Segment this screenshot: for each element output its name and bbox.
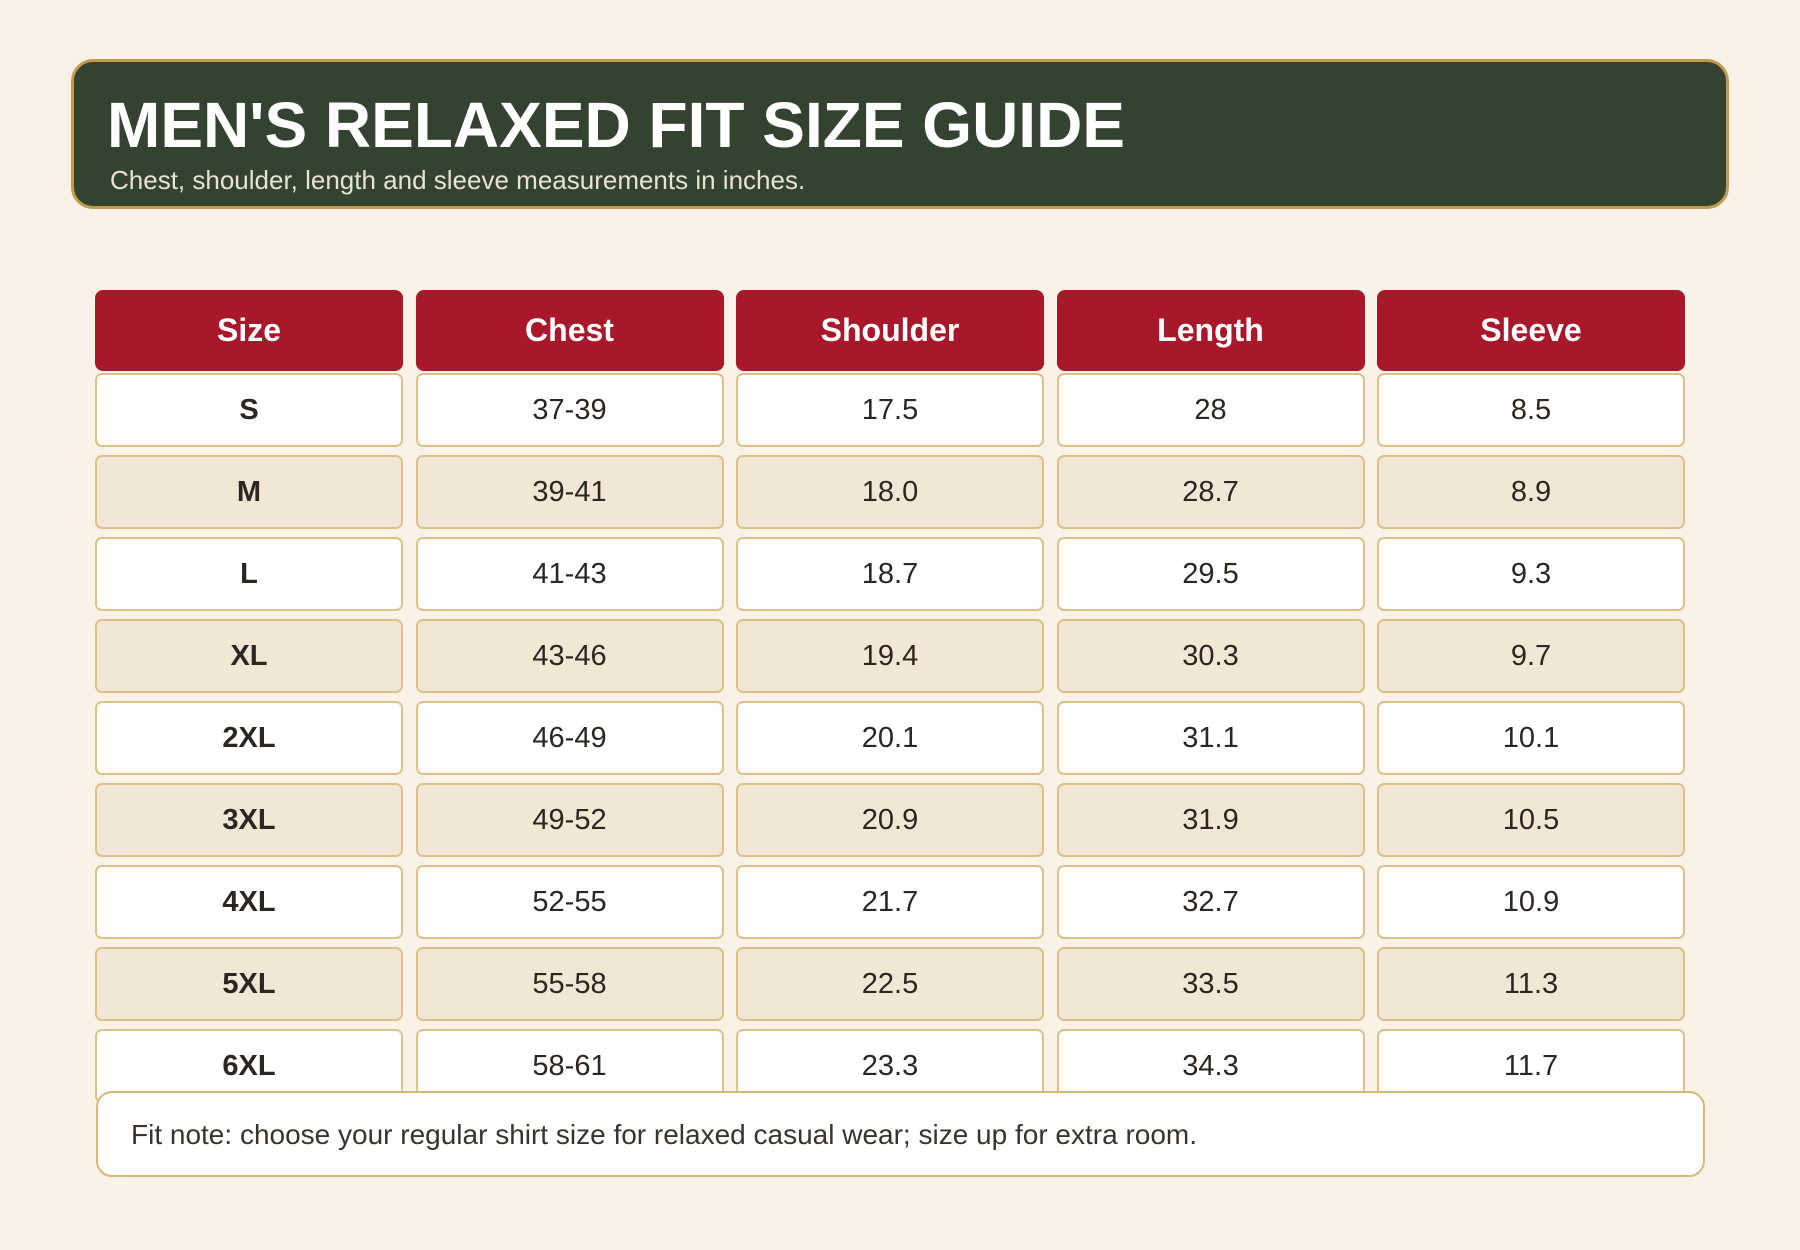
measure-cell: 39-41	[415, 455, 724, 529]
measure-cell: 20.9	[736, 783, 1044, 857]
column-header: Chest	[415, 290, 724, 371]
title: MEN'S RELAXED FIT SIZE GUIDE	[107, 89, 1125, 161]
measure-cell: 10.9	[1377, 865, 1685, 939]
fit-note: Fit note: choose your regular shirt size…	[96, 1091, 1705, 1177]
measure-cell: 43-46	[415, 619, 724, 693]
measure-cell: 8.5	[1377, 373, 1685, 447]
size-cell: 5XL	[95, 947, 403, 1021]
measure-cell: 55-58	[415, 947, 724, 1021]
measure-cell: 41-43	[415, 537, 724, 611]
measure-cell: 23.3	[736, 1029, 1044, 1103]
measure-cell: 18.0	[736, 455, 1044, 529]
size-cell: L	[95, 537, 403, 611]
measure-cell: 22.5	[736, 947, 1044, 1021]
measure-cell: 18.7	[736, 537, 1044, 611]
header: MEN'S RELAXED FIT SIZE GUIDE Chest, shou…	[71, 59, 1729, 209]
column-header: Size	[95, 290, 403, 371]
column-header: Shoulder	[736, 290, 1044, 371]
measure-cell: 49-52	[415, 783, 724, 857]
measure-cell: 31.1	[1056, 701, 1365, 775]
measure-cell: 31.9	[1056, 783, 1365, 857]
measure-cell: 17.5	[736, 373, 1044, 447]
measure-cell: 33.5	[1056, 947, 1365, 1021]
size-cell: 2XL	[95, 701, 403, 775]
measure-cell: 20.1	[736, 701, 1044, 775]
size-cell: XL	[95, 619, 403, 693]
measure-cell: 37-39	[415, 373, 724, 447]
measure-cell: 21.7	[736, 865, 1044, 939]
size-cell: 4XL	[95, 865, 403, 939]
size-cell: 3XL	[95, 783, 403, 857]
measure-cell: 19.4	[736, 619, 1044, 693]
measure-cell: 10.1	[1377, 701, 1685, 775]
measure-cell: 11.7	[1377, 1029, 1685, 1103]
size-cell: S	[95, 373, 403, 447]
measure-cell: 52-55	[415, 865, 724, 939]
measure-cell: 10.5	[1377, 783, 1685, 857]
column-header: Length	[1056, 290, 1365, 371]
measure-cell: 11.3	[1377, 947, 1685, 1021]
size-cell: 6XL	[95, 1029, 403, 1103]
measure-cell: 34.3	[1056, 1029, 1365, 1103]
subtitle: Chest, shoulder, length and sleeve measu…	[110, 165, 806, 195]
measure-cell: 9.7	[1377, 619, 1685, 693]
measure-cell: 28.7	[1056, 455, 1365, 529]
measure-cell: 29.5	[1056, 537, 1365, 611]
measure-cell: 32.7	[1056, 865, 1365, 939]
measure-cell: 8.9	[1377, 455, 1685, 529]
measure-cell: 30.3	[1056, 619, 1365, 693]
size-cell: M	[95, 455, 403, 529]
measure-cell: 28	[1056, 373, 1365, 447]
measure-cell: 9.3	[1377, 537, 1685, 611]
column-header: Sleeve	[1377, 290, 1685, 371]
measure-cell: 46-49	[415, 701, 724, 775]
